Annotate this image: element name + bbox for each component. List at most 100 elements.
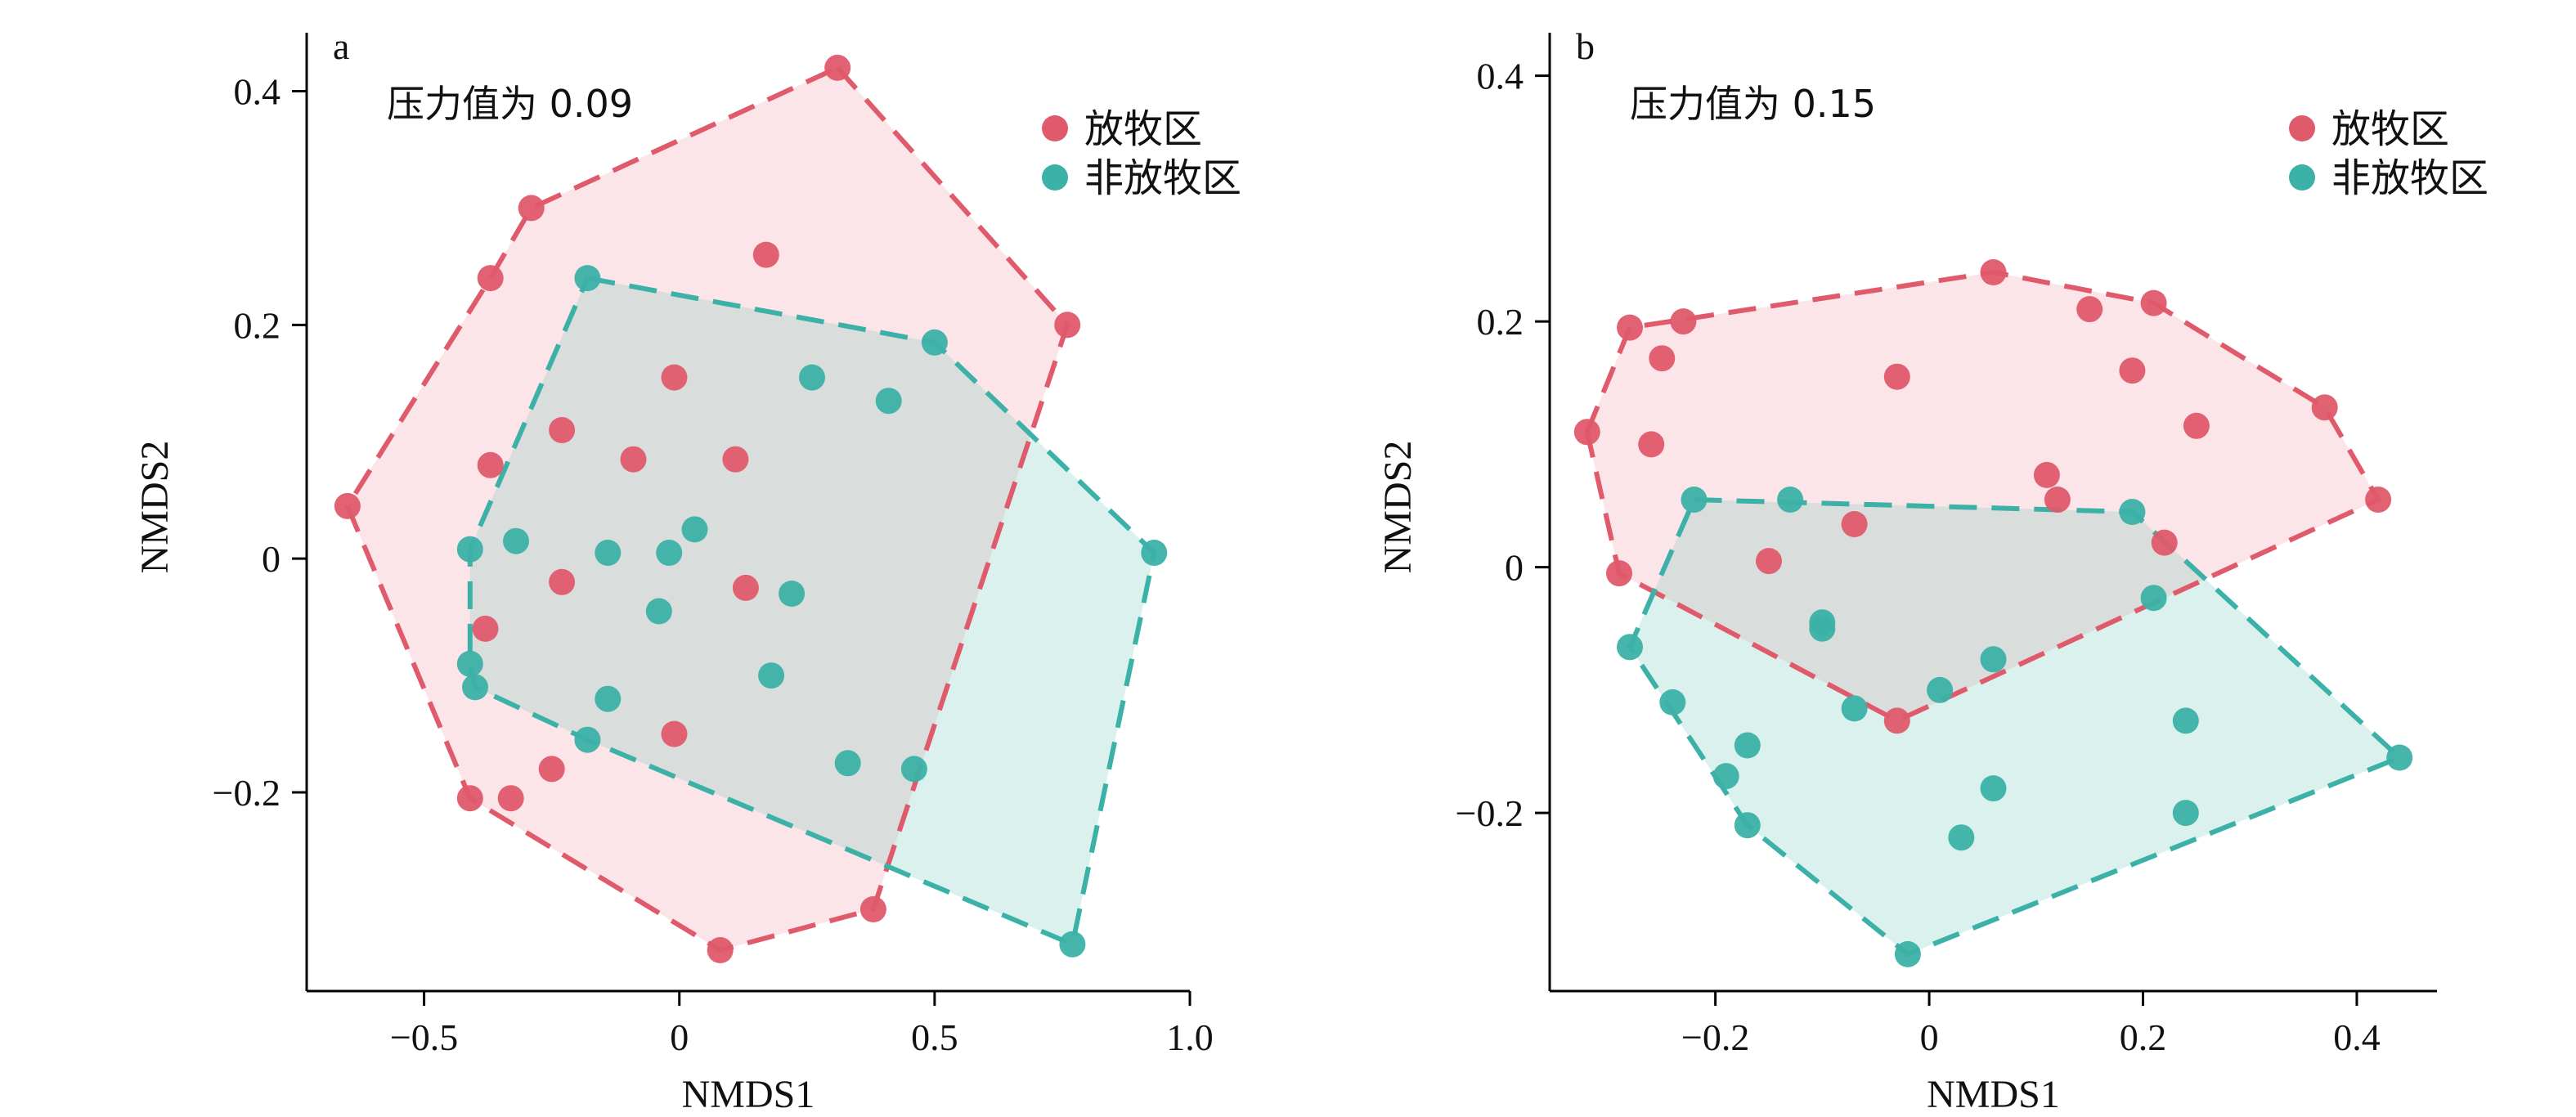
data-point-grazed xyxy=(824,54,851,81)
data-point-grazed xyxy=(1883,363,1910,390)
legend-label-ungrazed: 非放牧区 xyxy=(2331,155,2488,201)
data-point-ungrazed xyxy=(1980,646,2007,673)
data-point-ungrazed xyxy=(1809,615,1836,642)
data-point-ungrazed xyxy=(595,540,622,566)
data-point-ungrazed xyxy=(875,388,902,415)
panel-label: a xyxy=(333,25,349,67)
data-point-ungrazed xyxy=(2140,585,2167,612)
data-point-ungrazed xyxy=(1617,634,1643,661)
data-point-ungrazed xyxy=(2119,499,2146,525)
data-point-ungrazed xyxy=(1948,824,1975,851)
data-point-grazed xyxy=(456,785,483,812)
data-point-grazed xyxy=(2033,461,2060,488)
data-point-grazed xyxy=(620,446,647,473)
hull-fill-ungrazed xyxy=(1630,500,2400,954)
data-point-ungrazed xyxy=(1059,931,1086,958)
data-point-grazed xyxy=(2151,529,2178,556)
data-point-ungrazed xyxy=(1980,775,2007,802)
data-point-ungrazed xyxy=(1141,540,1168,566)
data-point-ungrazed xyxy=(503,527,529,554)
data-point-ungrazed xyxy=(574,726,601,753)
data-point-ungrazed xyxy=(681,516,708,543)
y-tick-label: 0 xyxy=(1505,547,1524,589)
data-point-grazed xyxy=(1841,511,1868,537)
data-point-grazed xyxy=(707,937,734,963)
data-point-grazed xyxy=(752,241,779,268)
hull-fill-grazed xyxy=(347,67,1068,950)
data-point-ungrazed xyxy=(645,598,672,625)
hull-fill-grazed xyxy=(1586,272,2379,721)
panel-a: −0.5 0 0.5 1.0 −0.2 0 0.2 0.4 NMDS1 NMDS2 a 压力值为 0.… xyxy=(133,25,1241,1116)
data-point-grazed xyxy=(1649,345,1676,372)
hull-fill-ungrazed xyxy=(469,278,1155,944)
data-point-grazed xyxy=(2044,487,2071,513)
data-point-ungrazed xyxy=(1777,487,1804,513)
x-tick-label: 0.2 xyxy=(2120,1016,2167,1058)
data-point-ungrazed xyxy=(2172,707,2199,734)
data-point-ungrazed xyxy=(1734,812,1761,839)
data-point-grazed xyxy=(1980,259,2007,285)
data-point-ungrazed xyxy=(900,756,927,783)
data-point-ungrazed xyxy=(1927,676,1954,703)
legend-marker-ungrazed xyxy=(1042,164,1068,191)
data-point-grazed xyxy=(549,417,576,443)
data-point-ungrazed xyxy=(462,674,488,701)
legend-label-grazed: 放牧区 xyxy=(1084,106,1202,152)
y-tick-label: 0 xyxy=(262,538,280,580)
data-point-grazed xyxy=(1756,548,1782,575)
data-point-grazed xyxy=(549,568,576,595)
data-point-grazed xyxy=(661,720,688,747)
data-point-grazed xyxy=(477,265,504,292)
data-point-ungrazed xyxy=(1681,487,1708,513)
data-point-ungrazed xyxy=(574,265,601,292)
x-tick-label: 0 xyxy=(670,1016,689,1058)
x-tick-label: −0.5 xyxy=(390,1016,458,1058)
data-point-grazed xyxy=(538,756,565,783)
data-point-ungrazed xyxy=(1659,689,1686,716)
data-point-ungrazed xyxy=(1712,763,1739,790)
data-point-grazed xyxy=(732,574,759,601)
data-point-ungrazed xyxy=(799,364,825,391)
data-point-grazed xyxy=(2140,289,2167,316)
x-tick-label: 0.5 xyxy=(911,1016,958,1058)
data-point-ungrazed xyxy=(2172,800,2199,827)
data-point-grazed xyxy=(1573,419,1600,446)
y-tick-label: 0.4 xyxy=(234,70,281,112)
y-axis-title: NMDS2 xyxy=(1376,441,1420,574)
data-point-grazed xyxy=(1883,707,1910,734)
y-tick-label: 0.2 xyxy=(1477,301,1524,343)
data-point-grazed xyxy=(334,492,361,519)
x-tick-label: 0 xyxy=(1920,1016,1939,1058)
data-point-ungrazed xyxy=(779,581,806,607)
legend-marker-grazed xyxy=(2289,115,2315,141)
y-tick-label: 0.4 xyxy=(1477,56,1524,97)
data-point-grazed xyxy=(518,195,545,222)
data-point-grazed xyxy=(2076,296,2103,323)
x-tick-label: −0.2 xyxy=(1681,1016,1749,1058)
data-point-grazed xyxy=(2183,412,2210,439)
data-point-ungrazed xyxy=(456,536,483,563)
data-point-grazed xyxy=(497,785,524,812)
data-point-grazed xyxy=(661,364,688,391)
data-point-grazed xyxy=(1054,312,1081,339)
data-point-ungrazed xyxy=(1734,732,1761,759)
x-tick-label: 0.4 xyxy=(2333,1016,2381,1058)
stress-annotation: 压力值为 0.09 xyxy=(387,82,633,126)
stress-annotation: 压力值为 0.15 xyxy=(1630,82,1876,126)
data-point-ungrazed xyxy=(456,650,483,677)
data-point-grazed xyxy=(2119,357,2146,384)
data-point-grazed xyxy=(1670,308,1697,335)
data-point-grazed xyxy=(1606,560,1632,587)
data-point-grazed xyxy=(1638,431,1665,458)
data-point-ungrazed xyxy=(758,662,785,689)
data-point-grazed xyxy=(472,615,499,642)
legend-marker-ungrazed xyxy=(2289,164,2315,191)
legend-marker-grazed xyxy=(1042,115,1068,141)
legend-label-grazed: 放牧区 xyxy=(2331,106,2449,152)
data-point-grazed xyxy=(1617,314,1643,341)
x-axis-title: NMDS1 xyxy=(682,1073,815,1116)
data-point-ungrazed xyxy=(595,685,622,712)
legend-label-ungrazed: 非放牧区 xyxy=(1084,155,1241,201)
data-point-ungrazed xyxy=(2386,744,2413,771)
